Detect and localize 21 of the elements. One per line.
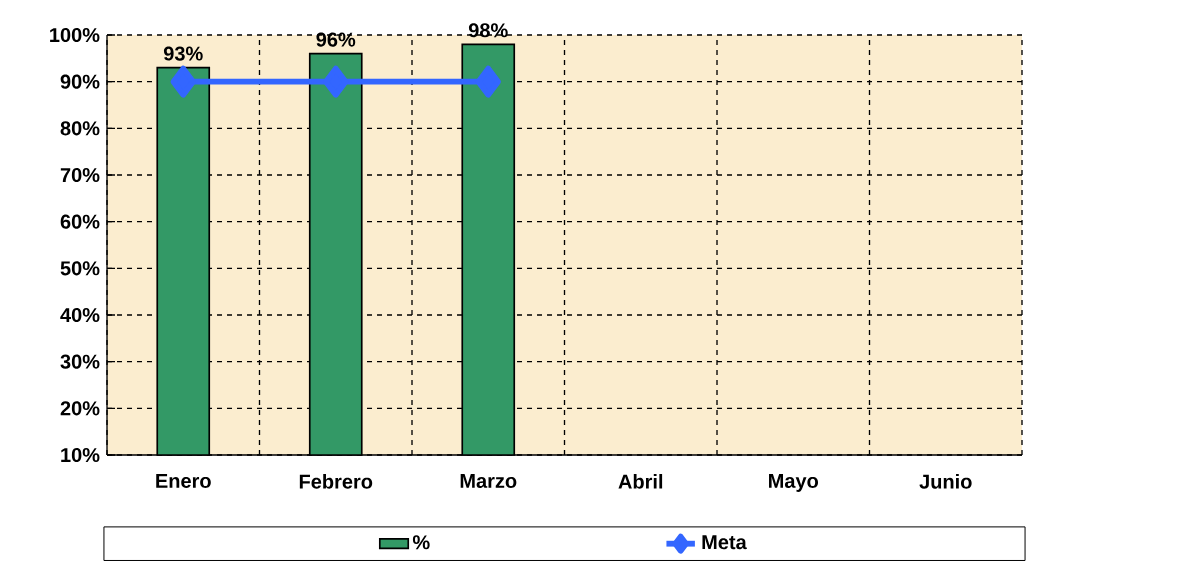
x-tick-label: Mayo [769,474,819,492]
y-tick-label: 30% [60,354,100,369]
x-tick-label: Enero [156,474,211,488]
data-label: 98% [468,23,508,38]
y-tick-label: 10% [61,447,100,463]
x-tick-label: Abril [618,474,663,489]
y-tick-label: 70% [60,167,100,183]
x-tick-label: Marzo [460,474,517,488]
y-tick-label: 40% [60,307,100,323]
y-tick-label: 80% [60,121,100,136]
y-tick-label: 90% [60,74,100,89]
y-tick-label: 20% [60,401,100,416]
x-tick-label: Junio [919,474,972,489]
y-tick-label: 50% [60,261,100,276]
y-tick-label: 60% [60,214,100,229]
data-label: 93% [163,46,203,61]
y-tick-label: 100% [50,27,100,43]
x-tick-label: Febrero [299,474,373,489]
legend-label: Meta [702,535,747,550]
legend-label: % [412,535,430,550]
data-label: 96% [316,32,356,47]
